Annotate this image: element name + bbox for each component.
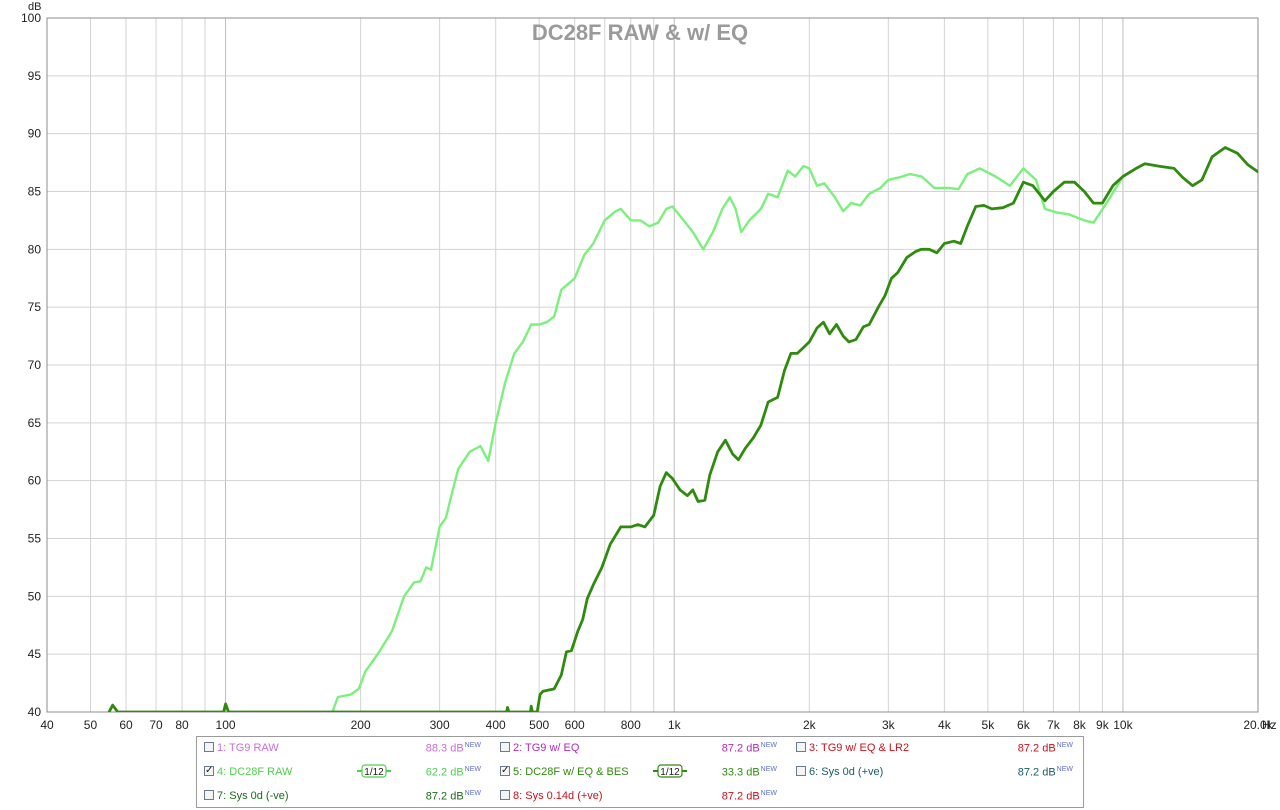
legend-value-2: 87.2 dBNEW xyxy=(721,742,777,755)
legend-value-4: 62.2 dBNEW xyxy=(425,766,481,779)
x-tick-label: 4k xyxy=(938,718,952,732)
x-tick-label: 8k xyxy=(1073,718,1087,732)
x-tick-label: 20.0k xyxy=(1243,718,1273,732)
legend-item-7: 7: Sys 0d (-ve) 87.2 dBNEW xyxy=(197,785,493,807)
legend-item-1: 1: TG9 RAW 88.3 dBNEW xyxy=(197,737,493,759)
legend-value-1: 88.3 dBNEW xyxy=(425,742,481,755)
x-tick-label: 800 xyxy=(621,718,641,732)
legend-value-6: 87.2 dBNEW xyxy=(1017,766,1073,779)
y-tick-labels: 40 45 50 55 60 65 70 75 80 85 90 95 100 xyxy=(21,11,41,719)
legend-checkbox-7[interactable] xyxy=(204,790,214,800)
x-tick-label: 3k xyxy=(882,718,896,732)
x-tick-label: 9k xyxy=(1096,718,1110,732)
y-tick-label: 80 xyxy=(28,242,42,256)
y-tick-label: 75 xyxy=(28,300,42,314)
x-tick-label: 40 xyxy=(40,718,54,732)
series-layer xyxy=(107,146,1258,712)
legend-row: 1: TG9 RAW 88.3 dBNEW 2: TG9 w/ EQ 87.2 … xyxy=(197,737,1083,759)
legend-checkbox-6[interactable] xyxy=(796,766,806,776)
series-line-5 xyxy=(107,146,1258,712)
y-tick-label: 55 xyxy=(28,532,42,546)
y-axis-label: dB xyxy=(28,1,41,13)
legend-checkbox-3[interactable] xyxy=(796,742,806,752)
legend-label-8: 8: Sys 0.14d (+ve) xyxy=(513,790,603,802)
legend-value-8: 87.2 dBNEW xyxy=(721,790,777,803)
x-tick-label: 100 xyxy=(216,718,236,732)
x-tick-label: 300 xyxy=(430,718,450,732)
smoothing-badge-5[interactable]: 1/12 xyxy=(653,763,687,779)
x-tick-label: 6k xyxy=(1017,718,1031,732)
legend-value-7: 87.2 dBNEW xyxy=(425,790,481,803)
legend-item-3: 3: TG9 w/ EQ & LR2 87.2 dBNEW xyxy=(789,737,1085,759)
legend-checkbox-2[interactable] xyxy=(500,742,510,752)
legend-checkbox-1[interactable] xyxy=(204,742,214,752)
y-tick-label: 60 xyxy=(28,474,42,488)
x-tick-label: 70 xyxy=(149,718,163,732)
legend-label-1: 1: TG9 RAW xyxy=(217,742,279,754)
y-tick-label: 65 xyxy=(28,416,42,430)
y-tick-label: 45 xyxy=(28,647,42,661)
x-tick-label: 10k xyxy=(1113,718,1133,732)
legend-item-8: 8: Sys 0.14d (+ve) 87.2 dBNEW xyxy=(493,785,789,807)
legend-value-3: 87.2 dBNEW xyxy=(1017,742,1073,755)
x-tick-label: 60 xyxy=(119,718,133,732)
x-tick-labels: 40 50 60 70 80 100 200 300 400 500 600 800 1k 2k 3k 4k 5… xyxy=(40,718,1273,732)
x-tick-label: 2k xyxy=(803,718,817,732)
legend-label-4: 4: DC28F RAW xyxy=(217,766,293,778)
y-tick-label: 70 xyxy=(28,358,42,372)
y-tick-label: 50 xyxy=(28,589,42,603)
frequency-response-chart: 40 45 50 55 60 65 70 75 80 85 90 95 100 40 50 60 70 80 10… xyxy=(21,1,1277,732)
plot-area-border xyxy=(46,17,1259,713)
legend-panel: 1: TG9 RAW 88.3 dBNEW 2: TG9 w/ EQ 87.2 … xyxy=(196,736,1084,808)
y-tick-label: 85 xyxy=(28,185,42,199)
chart-title: DC28F RAW & w/ EQ xyxy=(532,20,748,45)
svg-text:1/12: 1/12 xyxy=(660,767,680,778)
x-tick-label: 500 xyxy=(529,718,549,732)
legend-checkbox-4[interactable]: ✓ xyxy=(204,765,214,776)
x-axis-unit: Hz xyxy=(1262,718,1277,732)
x-tick-label: 5k xyxy=(982,718,996,732)
x-tick-label: 200 xyxy=(351,718,371,732)
smoothing-badge-4[interactable]: 1/12 xyxy=(357,763,391,779)
legend-item-4: ✓ 4: DC28F RAW 1/12 62.2 dBNEW xyxy=(197,761,493,783)
x-tick-label: 7k xyxy=(1047,718,1061,732)
legend-checkbox-8[interactable] xyxy=(500,790,510,800)
legend-row: 7: Sys 0d (-ve) 87.2 dBNEW 8: Sys 0.14d … xyxy=(197,785,1083,807)
legend-item-5: ✓ 5: DC28F w/ EQ & BES 1/12 33.3 dBNEW xyxy=(493,761,789,783)
y-tick-label: 40 xyxy=(28,705,42,719)
legend-label-3: 3: TG9 w/ EQ & LR2 xyxy=(809,742,910,754)
series-line-4 xyxy=(331,162,1147,712)
legend-label-2: 2: TG9 w/ EQ xyxy=(513,742,580,754)
legend-value-5: 33.3 dBNEW xyxy=(721,766,777,779)
legend-label-5: 5: DC28F w/ EQ & BES xyxy=(513,766,629,778)
legend-item-6: 6: Sys 0d (+ve) 87.2 dBNEW xyxy=(789,761,1085,783)
x-tick-label: 400 xyxy=(486,718,506,732)
legend-label-6: 6: Sys 0d (+ve) xyxy=(809,766,884,778)
legend-label-7: 7: Sys 0d (-ve) xyxy=(217,790,289,802)
y-tick-label: 100 xyxy=(21,11,41,25)
x-tick-label: 1k xyxy=(668,718,682,732)
chart-grid xyxy=(46,17,1259,713)
svg-text:1/12: 1/12 xyxy=(364,767,384,778)
x-tick-label: 50 xyxy=(84,718,98,732)
legend-item-2: 2: TG9 w/ EQ 87.2 dBNEW xyxy=(493,737,789,759)
x-tick-label: 600 xyxy=(565,718,585,732)
x-tick-label: 80 xyxy=(175,718,189,732)
y-tick-label: 95 xyxy=(28,69,42,83)
y-tick-label: 90 xyxy=(28,127,42,141)
legend-checkbox-5[interactable]: ✓ xyxy=(500,765,510,776)
legend-row: ✓ 4: DC28F RAW 1/12 62.2 dBNEW ✓ 5: DC28… xyxy=(197,761,1083,783)
